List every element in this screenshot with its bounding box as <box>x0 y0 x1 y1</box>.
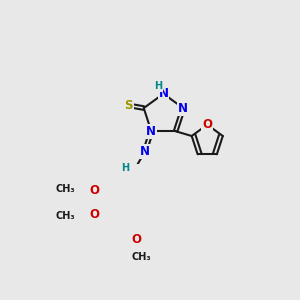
Text: H: H <box>121 163 129 173</box>
Text: O: O <box>89 208 99 221</box>
Text: O: O <box>202 118 212 131</box>
Text: CH₃: CH₃ <box>56 184 76 194</box>
Text: N: N <box>158 87 168 100</box>
Text: CH₃: CH₃ <box>56 211 76 221</box>
Text: O: O <box>89 184 99 197</box>
Text: CH₃: CH₃ <box>131 252 151 262</box>
Text: N: N <box>146 125 156 138</box>
Text: O: O <box>132 233 142 246</box>
Text: N: N <box>178 102 188 115</box>
Text: N: N <box>140 146 150 158</box>
Text: S: S <box>124 99 133 112</box>
Text: H: H <box>154 81 162 91</box>
